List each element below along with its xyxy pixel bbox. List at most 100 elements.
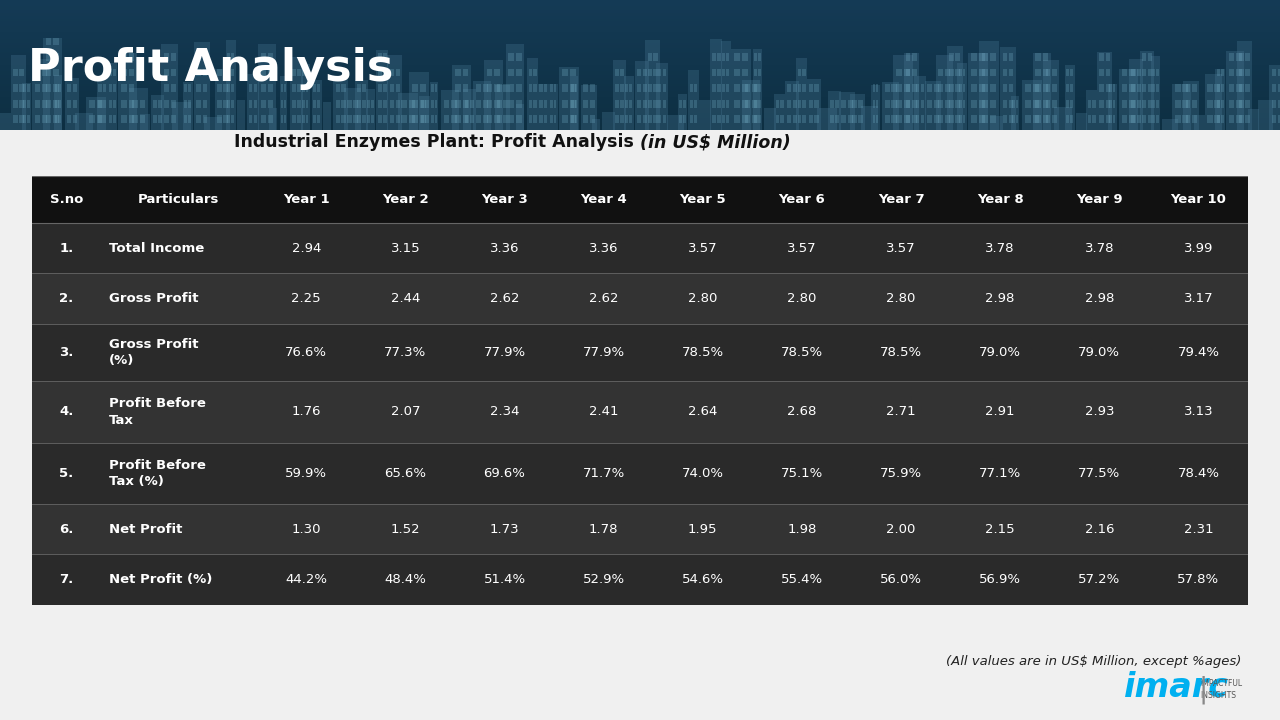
Text: 2.71: 2.71 — [886, 405, 916, 418]
Bar — [232, 53, 234, 61]
Bar — [1106, 68, 1110, 76]
Bar — [420, 100, 426, 107]
Bar — [164, 100, 169, 107]
Bar — [508, 68, 515, 76]
Bar — [792, 84, 796, 92]
Bar — [803, 68, 805, 76]
Bar — [412, 84, 417, 92]
Bar — [1050, 382, 1149, 443]
Bar — [0, 60, 1280, 61]
Bar — [356, 382, 454, 443]
Bar — [892, 55, 913, 130]
Bar — [132, 115, 138, 123]
Bar — [1149, 554, 1248, 605]
Bar — [754, 53, 756, 61]
Bar — [972, 68, 977, 76]
Bar — [35, 84, 40, 92]
Bar — [268, 115, 274, 123]
Bar — [0, 99, 1280, 100]
Bar — [851, 274, 951, 324]
Bar — [0, 104, 1280, 105]
Bar — [559, 67, 579, 130]
Bar — [1239, 100, 1244, 107]
Bar — [454, 274, 554, 324]
Bar — [366, 89, 375, 130]
Bar — [261, 68, 266, 76]
Bar — [764, 108, 776, 130]
Bar — [54, 100, 59, 107]
Bar — [122, 84, 127, 92]
Bar — [1002, 84, 1007, 92]
Text: 2.64: 2.64 — [689, 405, 718, 418]
Bar — [1100, 100, 1105, 107]
Bar — [129, 115, 134, 123]
Bar — [1106, 53, 1110, 61]
Bar — [0, 122, 1280, 123]
Bar — [0, 52, 1280, 53]
Bar — [46, 84, 51, 92]
Bar — [32, 324, 101, 382]
Bar — [963, 68, 965, 76]
Bar — [787, 84, 791, 92]
Bar — [172, 102, 191, 130]
Bar — [376, 50, 388, 130]
Text: Profit Before
Tax (%): Profit Before Tax (%) — [109, 459, 206, 488]
Bar — [228, 115, 230, 123]
Bar — [495, 85, 511, 130]
Bar — [1245, 68, 1249, 76]
Bar — [46, 68, 51, 76]
Bar — [183, 82, 193, 130]
Bar — [550, 100, 553, 107]
Bar — [1215, 100, 1220, 107]
Bar — [630, 115, 632, 123]
Bar — [0, 45, 1280, 47]
Bar — [745, 115, 750, 123]
Bar — [1121, 115, 1128, 123]
Bar — [362, 115, 366, 123]
Bar — [280, 115, 283, 123]
Bar — [717, 115, 721, 123]
Bar — [570, 84, 576, 92]
Bar — [0, 62, 1280, 63]
Bar — [1033, 100, 1039, 107]
Bar — [1221, 100, 1224, 107]
Bar — [626, 84, 628, 92]
Bar — [684, 100, 686, 107]
Bar — [1046, 115, 1051, 123]
Bar — [356, 554, 454, 605]
Bar — [1050, 176, 1149, 223]
Bar — [945, 84, 950, 92]
Bar — [0, 42, 1280, 44]
Bar — [963, 115, 965, 123]
Text: 78.4%: 78.4% — [1178, 467, 1220, 480]
Bar — [658, 84, 662, 92]
Bar — [486, 100, 493, 107]
Bar — [302, 68, 305, 76]
Bar — [529, 84, 532, 92]
Bar — [42, 84, 47, 92]
Text: 6.: 6. — [59, 523, 73, 536]
Bar — [963, 100, 965, 107]
Bar — [852, 115, 856, 123]
Bar — [938, 84, 943, 92]
Bar — [951, 223, 1050, 274]
Bar — [1046, 84, 1051, 92]
Bar — [101, 554, 257, 605]
Bar — [19, 68, 23, 76]
Bar — [1140, 51, 1153, 130]
Bar — [554, 223, 653, 274]
Bar — [1132, 84, 1135, 92]
Text: |: | — [1198, 675, 1207, 704]
Bar — [1149, 382, 1248, 443]
Bar — [809, 84, 813, 92]
Text: IMPACTFUL
INSIGHTS: IMPACTFUL INSIGHTS — [1201, 679, 1243, 700]
Bar — [454, 176, 554, 223]
Bar — [554, 274, 653, 324]
Bar — [67, 100, 72, 107]
Bar — [851, 176, 951, 223]
Bar — [357, 115, 361, 123]
Bar — [516, 104, 525, 130]
Bar — [486, 115, 493, 123]
Bar — [398, 93, 417, 130]
Bar — [0, 6, 1280, 8]
